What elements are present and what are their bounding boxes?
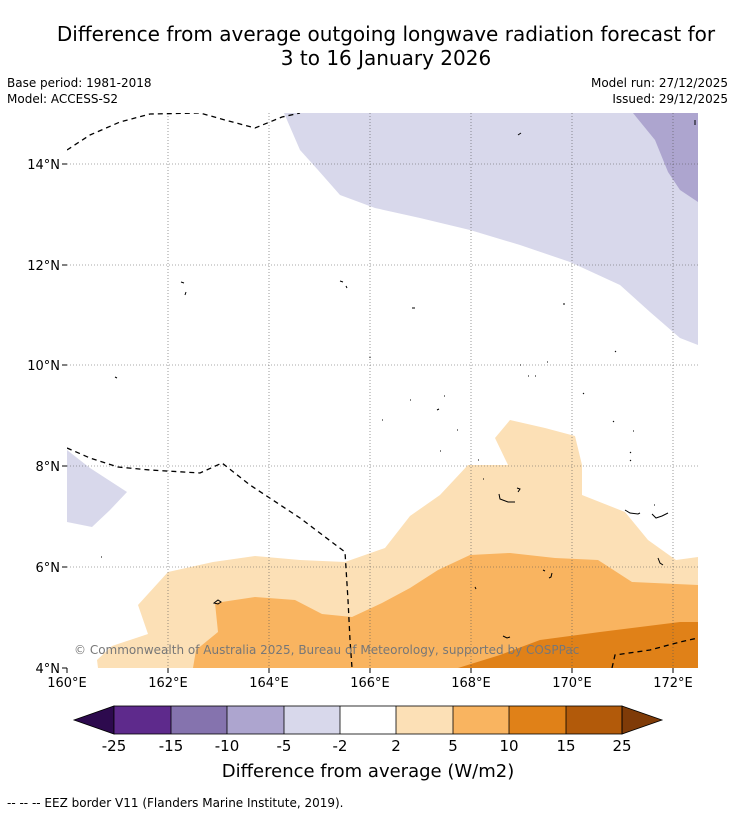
colorbar-outline bbox=[113, 705, 623, 735]
colorbar-swatch bbox=[171, 706, 227, 734]
colorbar: -25 -15 -10 -5 -2 2 5 10 15 25 bbox=[72, 705, 664, 755]
colorbar-swatch bbox=[396, 706, 453, 734]
colorbar-extend-low bbox=[72, 705, 115, 735]
colorbar-swatch bbox=[284, 706, 340, 734]
colorbar-tick-label: -10 bbox=[215, 737, 240, 755]
colorbar-swatch bbox=[114, 706, 171, 734]
lon-tick-label: 168°E bbox=[451, 676, 491, 691]
colorbar-tick-label: 15 bbox=[556, 737, 575, 755]
chart-title: Difference from average outgoing longwav… bbox=[0, 22, 736, 70]
lat-tick-label: 14°N bbox=[27, 158, 60, 173]
colorbar-swatch bbox=[227, 706, 284, 734]
islands bbox=[101, 120, 696, 639]
olr-region-neg-2-5-west bbox=[67, 450, 127, 527]
colorbar-swatch bbox=[566, 706, 622, 734]
lat-tick-label: 12°N bbox=[27, 259, 60, 274]
colorbar-tick-label: -25 bbox=[102, 737, 127, 755]
colorbar-tick-label: -5 bbox=[277, 737, 292, 755]
title-line-2: 3 to 16 January 2026 bbox=[280, 46, 492, 70]
meta-left: Base period: 1981-2018 Model: ACCESS-S2 bbox=[7, 75, 152, 107]
eez-borders bbox=[67, 113, 698, 668]
lon-tick-label: 172°E bbox=[653, 676, 693, 691]
olr-region-pos-10-15 bbox=[458, 622, 698, 668]
olr-region-neg-5-10 bbox=[633, 113, 698, 202]
model-run: Model run: 27/12/2025 bbox=[590, 76, 728, 90]
colorbar-tick-label: 10 bbox=[499, 737, 518, 755]
model-name: Model: ACCESS-S2 bbox=[7, 92, 119, 106]
colorbar-dividers bbox=[170, 706, 567, 734]
base-period: Base period: 1981-2018 bbox=[7, 76, 152, 90]
axis-y: 4°N 6°N 8°N 10°N 12°N 14°N bbox=[27, 158, 67, 677]
map-panel: © Commonwealth of Australia 2025, Bureau… bbox=[67, 113, 698, 668]
copyright-text: © Commonwealth of Australia 2025, Bureau… bbox=[74, 643, 579, 657]
colorbar-tick-label: 2 bbox=[391, 737, 401, 755]
lat-tick-label: 6°N bbox=[36, 561, 61, 576]
lon-tick-label: 162°E bbox=[148, 676, 188, 691]
colorbar-tick-label: -15 bbox=[159, 737, 184, 755]
colorbar-swatch bbox=[340, 706, 396, 734]
eez-legend: -- -- -- EEZ border V11 (Flanders Marine… bbox=[7, 796, 344, 810]
lon-tick-label: 160°E bbox=[47, 676, 87, 691]
lat-tick-label: 8°N bbox=[36, 460, 61, 475]
colorbar-title: Difference from average (W/m2) bbox=[221, 761, 515, 782]
meta-right: Model run: 27/12/2025 Issued: 29/12/2025 bbox=[591, 75, 728, 107]
olr-region-neg-2-5 bbox=[284, 113, 698, 345]
colorbar-tick-label: -2 bbox=[333, 737, 348, 755]
colorbar-swatch bbox=[509, 706, 566, 734]
colorbar-extend-high bbox=[621, 705, 664, 735]
issued-date: Issued: 29/12/2025 bbox=[612, 92, 728, 106]
title-line-1: Difference from average outgoing longwav… bbox=[56, 22, 716, 46]
colorbar-swatch bbox=[453, 706, 509, 734]
lat-tick-label: 10°N bbox=[27, 359, 60, 374]
axis-x: 160°E 162°E 164°E 166°E 168°E 170°E 172°… bbox=[47, 668, 693, 691]
lon-tick-label: 166°E bbox=[350, 676, 390, 691]
colorbar-tick-label: 25 bbox=[612, 737, 631, 755]
lat-tick-label: 4°N bbox=[36, 662, 61, 677]
lon-tick-label: 164°E bbox=[249, 676, 289, 691]
colorbar-tick-label: 5 bbox=[448, 737, 458, 755]
gridlines bbox=[67, 113, 698, 668]
lon-tick-label: 170°E bbox=[552, 676, 592, 691]
